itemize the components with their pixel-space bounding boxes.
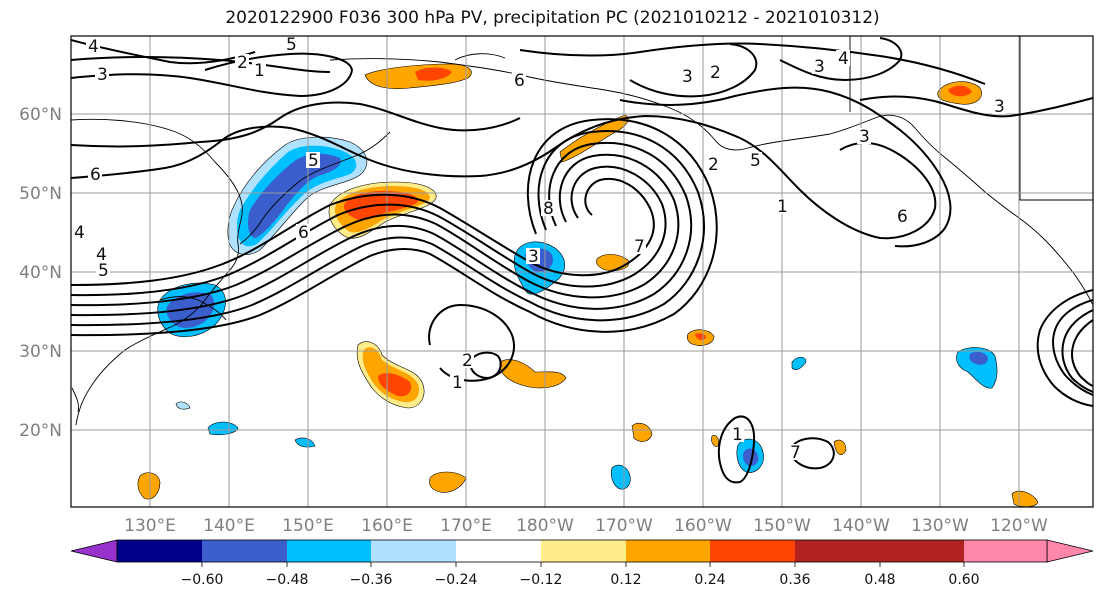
map-title: 2020122900 F036 300 hPa PV, precipitatio… [225, 8, 880, 28]
contour-label: 1 [777, 197, 788, 217]
colorbar-tick-label: −0.36 [350, 572, 393, 588]
contour-label: 6 [298, 223, 309, 243]
lon-label: 160°E [361, 516, 413, 536]
lon-label: 170°E [440, 516, 492, 536]
lon-label: 180°W [516, 516, 574, 536]
lon-label: 130°W [911, 516, 969, 536]
contour-label: 5 [750, 151, 761, 171]
lat-label-60n: 60°N [19, 105, 62, 125]
contour-label: 1 [732, 425, 743, 445]
colorbar-segment [795, 540, 880, 562]
colorbar-segment [287, 540, 371, 562]
colorbar-tick-label: −0.24 [435, 572, 478, 588]
colorbar-segment [626, 540, 710, 562]
contour-label: 3 [97, 65, 108, 85]
colorbar-segment [710, 540, 795, 562]
latitude-labels: 60°N 50°N 40°N 30°N 20°N [19, 105, 62, 441]
lon-label: 140°E [203, 516, 255, 536]
colorbar-tick-label: −0.12 [520, 572, 563, 588]
contour-label: 7 [790, 443, 801, 463]
contour-label: 2 [710, 63, 721, 83]
colorbar: −0.60 −0.48 −0.36 −0.24 −0.12 0.12 0.24 … [70, 539, 1094, 588]
colorbar-tick-label: 0.36 [779, 572, 810, 588]
lon-label: 120°W [990, 516, 1048, 536]
contour-label: 2 [708, 155, 719, 175]
colorbar-tick-label: −0.48 [266, 572, 309, 588]
lat-label-40n: 40°N [19, 263, 62, 283]
colorbar-segment [456, 540, 541, 562]
longitude-labels: 130°E 140°E 150°E 160°E 170°E 180°W 170°… [124, 516, 1048, 536]
contour-label: 2 [462, 351, 473, 371]
contour-label: 4 [88, 37, 99, 57]
contour-label: 1 [452, 373, 463, 393]
contour-label: 1 [254, 61, 265, 81]
gridlines [71, 36, 1093, 507]
contour-label: 4 [838, 49, 849, 69]
colorbar-tick-label: −0.60 [181, 572, 224, 588]
colorbar-extend-low [70, 539, 118, 563]
lat-label-30n: 30°N [19, 342, 62, 362]
lon-label: 160°W [674, 516, 732, 536]
pv-contours [71, 37, 1093, 484]
contour-label: 2 [237, 53, 248, 73]
contour-label: 8 [543, 199, 554, 219]
map-frame [70, 35, 1094, 508]
colorbar-segment [371, 540, 456, 562]
lon-label: 140°W [832, 516, 890, 536]
colorbar-tick-label: 0.60 [948, 572, 979, 588]
contour-labels: 4 3 2 1 5 6 6 5 3 2 4 3 3 2 [72, 35, 1006, 463]
contour-label: 6 [90, 165, 101, 185]
contour-label: 4 [96, 245, 107, 265]
colorbar-tick-label: 0.24 [694, 572, 725, 588]
colorbar-tick-label: 0.48 [864, 572, 895, 588]
contour-label: 6 [897, 207, 908, 227]
contour-label: 5 [98, 261, 109, 281]
colorbar-segment [117, 540, 202, 562]
contour-label: 3 [994, 97, 1005, 117]
contour-label: 6 [514, 71, 525, 91]
colorbar-extend-high [1046, 539, 1094, 563]
contour-label: 5 [286, 35, 297, 55]
contour-label: 3 [859, 127, 870, 147]
contour-label: 3 [814, 57, 825, 77]
colorbar-segment [880, 540, 964, 562]
colorbar-segment [202, 540, 287, 562]
contour-label: 7 [634, 237, 645, 257]
contour-label: 3 [528, 247, 539, 267]
contour-label: 3 [682, 67, 693, 87]
lon-label: 150°W [753, 516, 811, 536]
lat-label-50n: 50°N [19, 184, 62, 204]
lon-label: 130°E [124, 516, 176, 536]
contour-label: 5 [308, 151, 319, 171]
lat-label-20n: 20°N [19, 421, 62, 441]
contour-label: 4 [74, 223, 85, 243]
colorbar-segment [964, 540, 1047, 562]
lon-label: 170°W [595, 516, 653, 536]
colorbar-segment [541, 540, 626, 562]
colorbar-tick-label: 0.12 [610, 572, 641, 588]
lon-label: 150°E [282, 516, 334, 536]
